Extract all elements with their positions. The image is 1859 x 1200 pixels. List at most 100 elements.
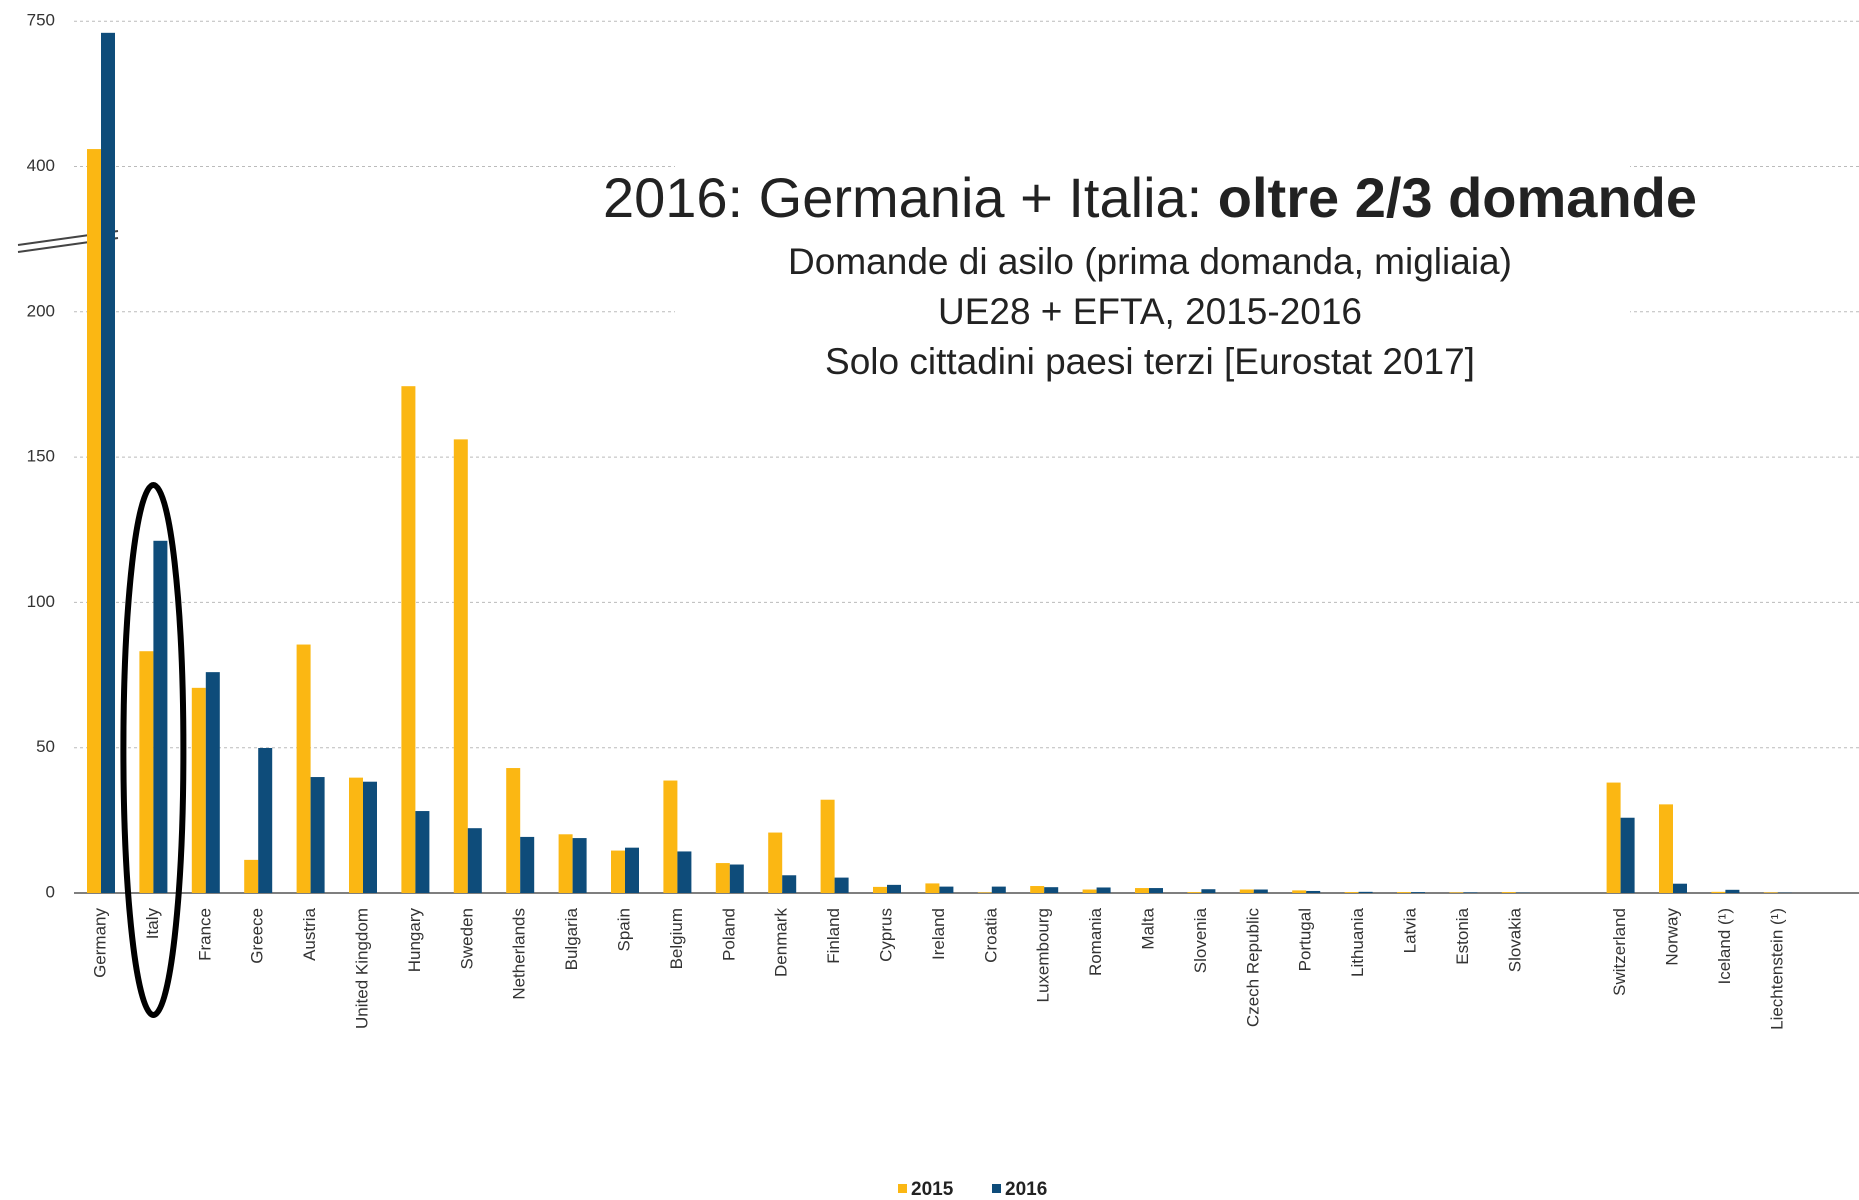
- bar: [768, 832, 783, 893]
- bar: [977, 892, 992, 893]
- x-tick-label: Latvia: [1400, 907, 1419, 953]
- bar: [363, 781, 377, 893]
- bar: [939, 886, 954, 893]
- y-tick-label: 750: [27, 11, 55, 30]
- bar: [1620, 817, 1635, 893]
- x-tick-label: Austria: [300, 907, 319, 960]
- x-tick-label: Netherlands: [510, 908, 529, 1000]
- subtitle: Solo cittadini paesi terzi [Eurostat 201…: [825, 341, 1475, 382]
- bar: [244, 859, 259, 893]
- bar: [1344, 892, 1359, 893]
- bar: [991, 886, 1006, 893]
- x-tick-label: Sweden: [457, 908, 476, 969]
- x-tick-label: Bulgaria: [562, 907, 581, 970]
- subtitle: UE28 + EFTA, 2015-2016: [938, 291, 1362, 332]
- x-tick-label: Denmark: [772, 908, 791, 977]
- y-tick-label: 200: [27, 301, 55, 320]
- bar: [782, 875, 797, 893]
- bar: [1449, 892, 1464, 893]
- y-tick-label: 400: [27, 156, 55, 175]
- bar: [1358, 891, 1373, 893]
- bar: [205, 672, 220, 893]
- bar: [349, 777, 363, 893]
- x-tick-label: Finland: [824, 908, 843, 964]
- legend-label: 2015: [911, 1179, 954, 1200]
- x-tick-label: Belgium: [667, 908, 686, 969]
- bar: [1659, 804, 1673, 893]
- bar: [1606, 782, 1621, 893]
- x-tick-label: Italy: [143, 908, 162, 940]
- bar: [453, 439, 468, 893]
- bar: [625, 847, 639, 893]
- bar: [1411, 892, 1425, 893]
- y-tick-label: 150: [27, 447, 55, 466]
- x-tick-label: Czech Republic: [1243, 908, 1262, 1028]
- bar: [572, 838, 587, 893]
- bar: [1292, 890, 1307, 893]
- bar: [729, 864, 744, 893]
- x-tick-label: Malta: [1138, 907, 1157, 949]
- bar: [101, 32, 115, 894]
- bar: [1725, 889, 1740, 893]
- bar: [873, 886, 887, 893]
- bar: [820, 799, 835, 893]
- bar: [520, 836, 535, 893]
- x-tick-label: Estonia: [1453, 907, 1472, 964]
- highlight-ellipse: [120, 482, 187, 1018]
- x-tick-label: Poland: [719, 908, 738, 961]
- bar: [558, 834, 573, 893]
- bar: [1306, 890, 1321, 893]
- bar: [310, 777, 325, 893]
- x-tick-label: Ireland: [929, 908, 948, 960]
- x-tick-label: Romania: [1086, 907, 1105, 976]
- x-tick-label: Lithuania: [1348, 907, 1367, 977]
- legend-swatch: [898, 1184, 907, 1193]
- bar: [467, 828, 482, 893]
- x-tick-label: Slovenia: [1191, 907, 1210, 973]
- bar: [1763, 892, 1778, 893]
- bar: [258, 747, 273, 893]
- bar: [1239, 889, 1254, 893]
- bar: [153, 540, 168, 893]
- x-tick-label: Norway: [1662, 908, 1681, 966]
- legend-label: 2016: [1005, 1179, 1047, 1200]
- bar: [1711, 891, 1726, 893]
- legend-swatch: [992, 1184, 1001, 1193]
- bar: [139, 651, 154, 893]
- bar: [1135, 888, 1149, 893]
- bar: [925, 883, 940, 893]
- x-tick-label: Switzerland: [1610, 908, 1629, 996]
- x-tick-label: United Kingdom: [352, 908, 371, 1029]
- x-tick-label: Portugal: [1296, 908, 1315, 971]
- y-tick-label: 100: [27, 592, 55, 611]
- bar: [1096, 887, 1111, 893]
- x-tick-label: Cyprus: [876, 908, 895, 962]
- bar: [1044, 887, 1059, 893]
- bar: [1501, 892, 1516, 893]
- bar: [1673, 883, 1687, 893]
- bar: [834, 877, 849, 893]
- bar: [1187, 892, 1202, 893]
- x-tick-label: France: [195, 908, 214, 961]
- bar: [415, 811, 430, 893]
- title-bold: oltre 2/3 domande: [1218, 166, 1697, 229]
- bar: [1082, 889, 1097, 893]
- bar: [296, 644, 311, 893]
- bar: [1463, 892, 1478, 893]
- x-tick-label: Croatia: [981, 907, 1000, 962]
- subtitle: Domande di asilo (prima domanda, migliai…: [788, 241, 1512, 282]
- title-normal: 2016: Germania + Italia:: [603, 166, 1202, 229]
- x-tick-label: Germany: [90, 908, 109, 978]
- bar: [887, 884, 901, 893]
- x-tick-label: Hungary: [405, 908, 424, 973]
- bar: [506, 768, 521, 893]
- bar: [401, 386, 416, 893]
- bar: [715, 863, 730, 893]
- bar: [663, 780, 678, 893]
- x-tick-label: Spain: [614, 908, 633, 951]
- bar: [611, 850, 625, 893]
- chart-title: 2016: Germania + Italia: oltre 2/3 doman…: [603, 166, 1697, 229]
- y-tick-label: 0: [46, 882, 55, 901]
- bar: [1030, 886, 1045, 893]
